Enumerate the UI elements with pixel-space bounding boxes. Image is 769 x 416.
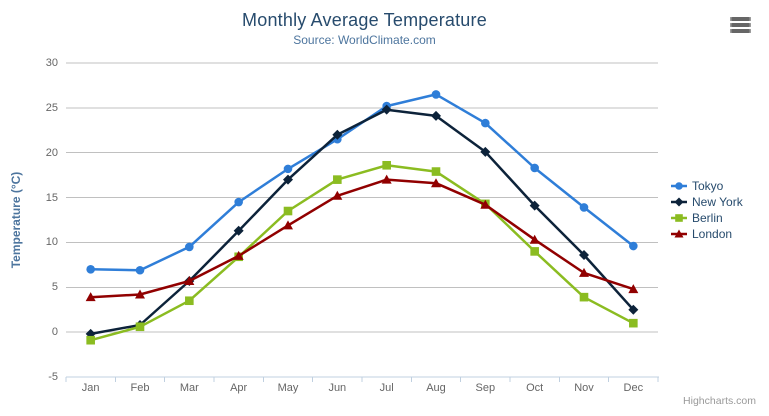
- legend-item-london[interactable]: London: [671, 226, 743, 242]
- x-axis-label: Jun: [328, 382, 347, 394]
- legend-item-new-york[interactable]: New York: [671, 194, 743, 210]
- legend-triangle-icon: [671, 229, 687, 238]
- x-axis-label: Mar: [179, 382, 199, 394]
- x-axis-label: Dec: [623, 382, 644, 394]
- x-axis-label: Nov: [574, 382, 594, 394]
- y-axis-label: 30: [45, 57, 58, 69]
- legend-item-berlin[interactable]: Berlin: [671, 210, 743, 226]
- x-axis-label: Apr: [230, 382, 248, 394]
- y-axis-label: 0: [51, 326, 58, 339]
- y-axis-label: -5: [48, 371, 58, 383]
- legend-square-icon: [671, 214, 687, 222]
- legend-circle-icon: [671, 182, 687, 190]
- legend-diamond-icon: [671, 197, 687, 207]
- x-axis-label: Jul: [379, 382, 394, 394]
- legend-label: Tokyo: [692, 179, 724, 193]
- chart-subtitle: Source: WorldClimate.com: [293, 33, 436, 47]
- series-tokyo[interactable]: [86, 90, 638, 275]
- hamburger-icon: [730, 29, 751, 33]
- legend-label: New York: [692, 195, 743, 209]
- x-axis-label: Sep: [475, 382, 496, 394]
- y-axis-title: Temperature (°C): [9, 171, 23, 269]
- x-axis-label: Feb: [130, 382, 150, 394]
- y-axis-label: 20: [45, 146, 58, 159]
- series-london[interactable]: [85, 174, 639, 302]
- x-axis-label: May: [277, 382, 299, 394]
- series-new-york[interactable]: [85, 104, 639, 339]
- credits-link[interactable]: Highcharts.com: [683, 395, 756, 407]
- hamburger-icon: [730, 17, 751, 21]
- legend-item-tokyo[interactable]: Tokyo: [671, 178, 743, 194]
- x-axis-label: Oct: [526, 382, 544, 394]
- export-menu-button[interactable]: [730, 17, 751, 34]
- y-axis-label: 25: [45, 101, 58, 114]
- y-axis-label: 15: [45, 191, 58, 204]
- legend: Tokyo New York Berlin London: [671, 178, 743, 242]
- legend-label: London: [692, 227, 733, 241]
- hamburger-icon: [730, 23, 751, 27]
- x-axis-label: Jan: [81, 382, 100, 394]
- x-axis-label: Aug: [426, 382, 446, 394]
- legend-label: Berlin: [692, 211, 723, 225]
- y-axis-label: 10: [45, 236, 58, 249]
- chart-title: Monthly Average Temperature: [242, 10, 487, 30]
- y-axis-label: 5: [51, 281, 58, 294]
